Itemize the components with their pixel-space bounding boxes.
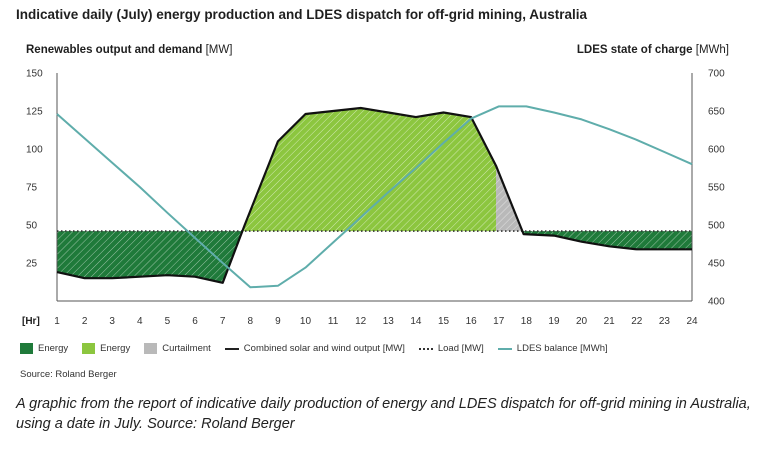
x-tick-label: 5 xyxy=(165,316,171,327)
x-tick-label: 20 xyxy=(576,316,588,327)
right-tick-label: 450 xyxy=(708,259,725,270)
energy-deficit-area-morning xyxy=(57,231,243,283)
left-tick-label: 75 xyxy=(26,183,38,194)
legend-item-ldes: LDES balance [MWh] xyxy=(497,343,608,354)
energy-surplus-area xyxy=(242,108,496,232)
legend-label-energy-light: Energy xyxy=(100,343,131,354)
legend-label-energy-dark: Energy xyxy=(38,343,69,354)
legend-item-load: Load [MW] xyxy=(418,343,484,354)
x-tick-label: 3 xyxy=(109,316,115,327)
x-tick-label: 10 xyxy=(300,316,312,327)
legend-swatch-ldes xyxy=(497,347,512,350)
x-tick-label: 22 xyxy=(631,316,643,327)
right-tick-label: 700 xyxy=(708,69,725,80)
legend-item-energy-light: Energy xyxy=(82,343,130,354)
left-tick-label: 100 xyxy=(26,145,43,156)
right-axis-unit: [MWh] xyxy=(695,44,729,56)
x-tick-label: 7 xyxy=(220,316,226,327)
right-tick-label: 600 xyxy=(708,145,725,156)
left-axis-label: Renewables output and demand [MW] xyxy=(26,44,232,56)
x-tick-label: 6 xyxy=(192,316,198,327)
legend-label-load: Load [MW] xyxy=(437,343,484,354)
x-tick-label: 24 xyxy=(686,316,698,327)
left-tick-label: 150 xyxy=(26,69,43,80)
left-tick-label: 50 xyxy=(26,221,38,232)
legend-swatch-output xyxy=(224,347,239,350)
right-tick-label: 400 xyxy=(708,297,725,308)
x-tick-label: 4 xyxy=(137,316,143,327)
output-line xyxy=(56,106,692,284)
legend-label-ldes: LDES balance [MWh] xyxy=(516,343,608,354)
x-tick-label: 19 xyxy=(548,316,560,327)
legend-label-curtailment: Curtailment xyxy=(162,343,211,354)
x-tick-label: 17 xyxy=(493,316,505,327)
x-axis-label: [Hr] xyxy=(22,316,40,327)
legend-item-energy-dark: Energy xyxy=(20,343,68,354)
left-tick-label: 125 xyxy=(26,107,43,118)
right-tick-label: 650 xyxy=(708,107,725,118)
right-tick-label: 500 xyxy=(708,221,725,232)
x-tick-label: 18 xyxy=(521,316,533,327)
legend-swatch-load xyxy=(418,347,433,350)
energy-deficit-area-evening xyxy=(522,231,692,250)
x-tick-label: 13 xyxy=(383,316,395,327)
left-axis-label-text: Renewables output and demand xyxy=(26,44,203,56)
x-tick-label: 11 xyxy=(328,316,339,327)
legend: Energy Energy Curtailment Combined solar… xyxy=(20,343,622,354)
left-tick-label: 25 xyxy=(26,259,38,270)
legend-swatch-curtailment xyxy=(144,343,158,354)
x-tick-label: 8 xyxy=(247,316,253,327)
image-caption: A graphic from the report of indicative … xyxy=(16,396,751,432)
legend-swatch-energy-dark xyxy=(20,343,33,354)
chart-title: Indicative daily (July) energy productio… xyxy=(16,7,588,22)
x-tick-label: 2 xyxy=(82,316,88,327)
right-tick-label: 550 xyxy=(708,183,725,194)
right-axis-label-text: LDES state of charge xyxy=(576,44,693,56)
x-tick-label: 1 xyxy=(54,316,60,327)
x-tick-label: 23 xyxy=(659,316,671,327)
source-note: Source: Roland Berger xyxy=(20,369,117,380)
legend-item-output: Combined solar and wind output [MW] xyxy=(224,343,405,354)
legend-label-output: Combined solar and wind output [MW] xyxy=(243,343,405,354)
x-tick-label: 21 xyxy=(604,316,616,327)
x-tick-label: 9 xyxy=(275,316,281,327)
ldes-balance-line xyxy=(56,105,693,289)
legend-item-curtailment: Curtailment xyxy=(144,343,211,354)
chart-canvas: 255075100125150400450500550600650700[Hr]… xyxy=(22,69,725,328)
x-tick-label: 14 xyxy=(410,316,422,327)
x-tick-label: 12 xyxy=(355,316,367,327)
x-tick-label: 15 xyxy=(438,316,450,327)
right-axis-label: LDES state of charge [MWh] xyxy=(577,44,729,56)
x-tick-label: 16 xyxy=(466,316,478,327)
legend-swatch-energy-light xyxy=(82,343,96,354)
left-axis-unit: [MW] xyxy=(205,44,233,56)
